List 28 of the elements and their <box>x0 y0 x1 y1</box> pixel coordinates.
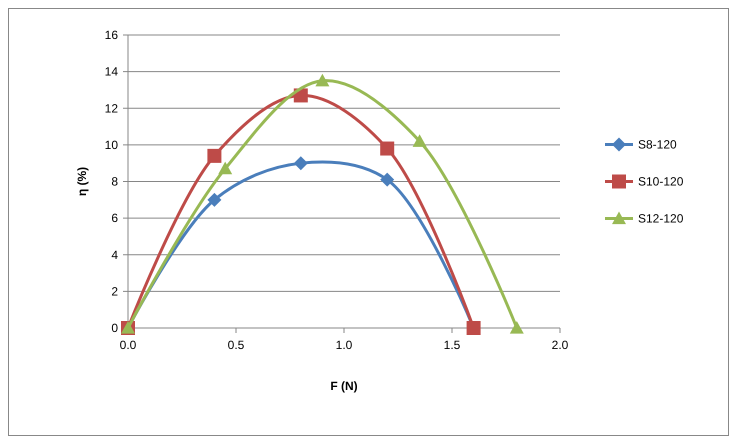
point <box>380 142 394 156</box>
y-tick-label: 2 <box>111 284 118 298</box>
y-tick-label: 4 <box>111 248 118 262</box>
y-tick-label: 16 <box>104 28 118 42</box>
point <box>207 148 222 163</box>
y-tick-label: 14 <box>104 64 118 79</box>
x-tick-label: 0.5 <box>228 338 245 352</box>
point <box>218 162 232 174</box>
y-tick-label: 8 <box>111 174 118 188</box>
legend-label: S8-120 <box>638 138 678 152</box>
point <box>380 172 394 187</box>
x-axis-title: F (N) <box>330 379 358 393</box>
x-tick-label: 2.0 <box>552 338 569 352</box>
y-tick-label: 0 <box>111 321 118 335</box>
legend-label: S10-120 <box>638 174 684 188</box>
legend-label: S12-120 <box>638 212 684 226</box>
y-tick-label: 6 <box>111 211 118 226</box>
point <box>294 156 308 170</box>
point <box>412 134 427 147</box>
x-tick-label: 1.5 <box>444 338 461 352</box>
y-axis-title: η (%) <box>75 166 89 196</box>
point <box>207 192 222 207</box>
y-tick-label: 12 <box>104 101 118 116</box>
y-tick-label: 10 <box>104 138 118 152</box>
x-tick-label: 1.0 <box>336 338 353 352</box>
point <box>510 321 524 334</box>
point <box>315 74 330 86</box>
x-tick-label: 0.0 <box>120 338 137 352</box>
